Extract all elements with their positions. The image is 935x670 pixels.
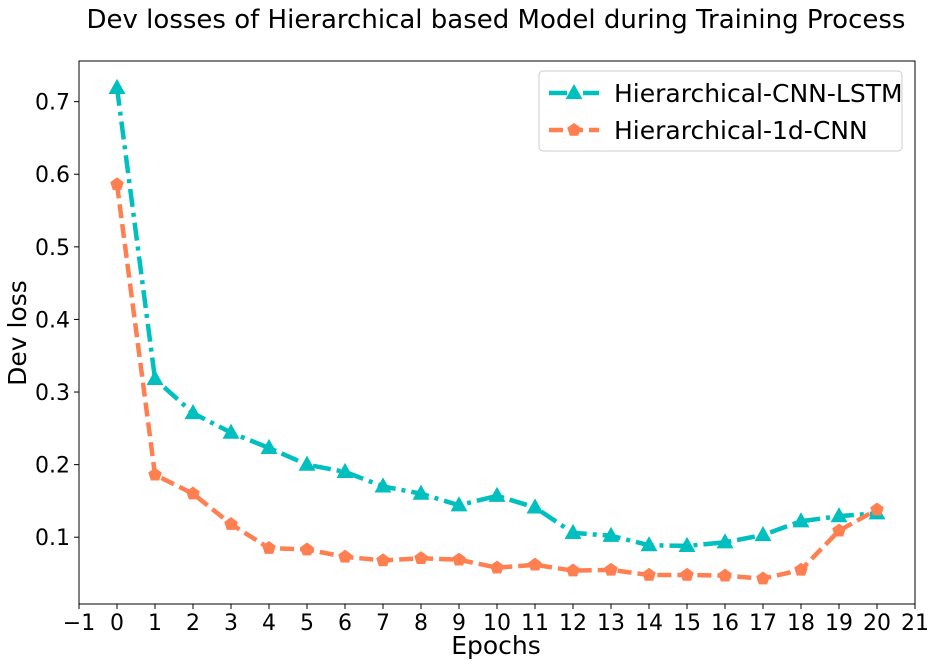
x-tick-label: 17 [749, 611, 777, 636]
y-tick-label: 0.1 [35, 526, 70, 551]
series-2-point [224, 517, 238, 530]
series-1-point [488, 486, 506, 502]
series-1-point [374, 477, 392, 493]
series-2-point [718, 568, 732, 582]
x-tick-label: 1 [148, 611, 162, 636]
series-1-point [564, 523, 582, 539]
x-axis-title: Epochs [451, 631, 541, 660]
x-tick-label: 12 [559, 611, 587, 636]
series-1-point [678, 536, 696, 553]
legend-marker-2 [567, 122, 581, 136]
y-tick-label: 0.2 [35, 454, 70, 479]
x-tick-label: 3 [224, 611, 238, 636]
series-2-point [452, 552, 466, 566]
series-1-point [412, 484, 430, 500]
series-1-line [114, 87, 878, 549]
series-2-line [114, 184, 879, 581]
x-tick-label: 2 [186, 611, 200, 636]
series-2-point [110, 177, 124, 191]
series-1-point [146, 369, 164, 386]
series-2-point [376, 553, 390, 567]
series-2-point [148, 467, 162, 481]
legend-box [538, 70, 903, 152]
legend-label-2: Hierarchical-1d-CNN [614, 116, 868, 145]
series-1-point [450, 496, 468, 512]
series-1-point [792, 512, 810, 528]
x-tick-label: 16 [711, 611, 739, 636]
series-1-point [830, 507, 848, 523]
series-2-point [870, 502, 884, 516]
legend-marker-1 [565, 83, 583, 100]
series-1-point [754, 526, 772, 542]
x-tick-label: 9 [452, 611, 466, 636]
series-2-point [338, 549, 352, 563]
x-tick-label: 0 [110, 611, 124, 636]
y-tick-label: 0.5 [35, 236, 70, 261]
y-tick-label: 0.7 [35, 91, 70, 116]
series-2-point [490, 560, 504, 574]
series-2-point [794, 562, 808, 576]
series-1-point [298, 455, 316, 471]
x-tick-label: 20 [863, 611, 891, 636]
y-tick-label: 0.4 [35, 308, 70, 333]
series-2-point [186, 486, 200, 500]
x-tick-label: 6 [338, 611, 352, 636]
series-2-point [262, 540, 276, 554]
y-axis-title: Dev loss [3, 280, 32, 386]
series-2-point [832, 523, 846, 537]
series-2-point [642, 567, 656, 581]
x-tick-label: 4 [262, 611, 276, 636]
plot-area: −1 0 1 2 3 4 5 6 7 8 9 10 11 12 13 14 15 16 17 18 19 20 210.10… [35, 60, 929, 636]
series-1-point [602, 526, 620, 542]
series-1-point [716, 533, 734, 549]
series-2-point [680, 567, 694, 581]
x-tick-label: 10 [483, 611, 511, 636]
series-2-point [756, 571, 770, 585]
series-1-point [184, 404, 202, 420]
series-1-point [526, 498, 544, 514]
x-tick-label: 8 [414, 611, 428, 636]
series-2-point [300, 542, 314, 556]
x-tick-label: 18 [787, 611, 815, 636]
x-tick-label: 14 [635, 611, 663, 636]
series-1-point [108, 78, 126, 94]
x-tick-label: 13 [597, 611, 625, 636]
x-tick-label: 21 [901, 611, 929, 636]
x-tick-label: 5 [300, 611, 314, 636]
series-1-point [260, 438, 278, 455]
y-tick-label: 0.3 [35, 381, 70, 406]
series-1-point [222, 423, 240, 439]
chart-title: Dev losses of Hierarchical based Model d… [87, 5, 906, 35]
series-2-point [566, 563, 580, 577]
series-1-point [336, 462, 354, 478]
x-tick-label: 11 [521, 611, 549, 636]
series-2-point [528, 557, 542, 571]
x-tick-label: −1 [63, 611, 95, 636]
series-1-point [640, 536, 658, 552]
legend-label-1: Hierarchical-CNN-LSTM [614, 79, 903, 108]
x-tick-label: 7 [376, 611, 390, 636]
y-tick-label: 0.6 [35, 163, 70, 188]
series-2-point [604, 562, 618, 576]
x-tick-label: 15 [673, 611, 701, 636]
series-2-point [414, 551, 428, 565]
x-tick-label: 19 [825, 611, 853, 636]
